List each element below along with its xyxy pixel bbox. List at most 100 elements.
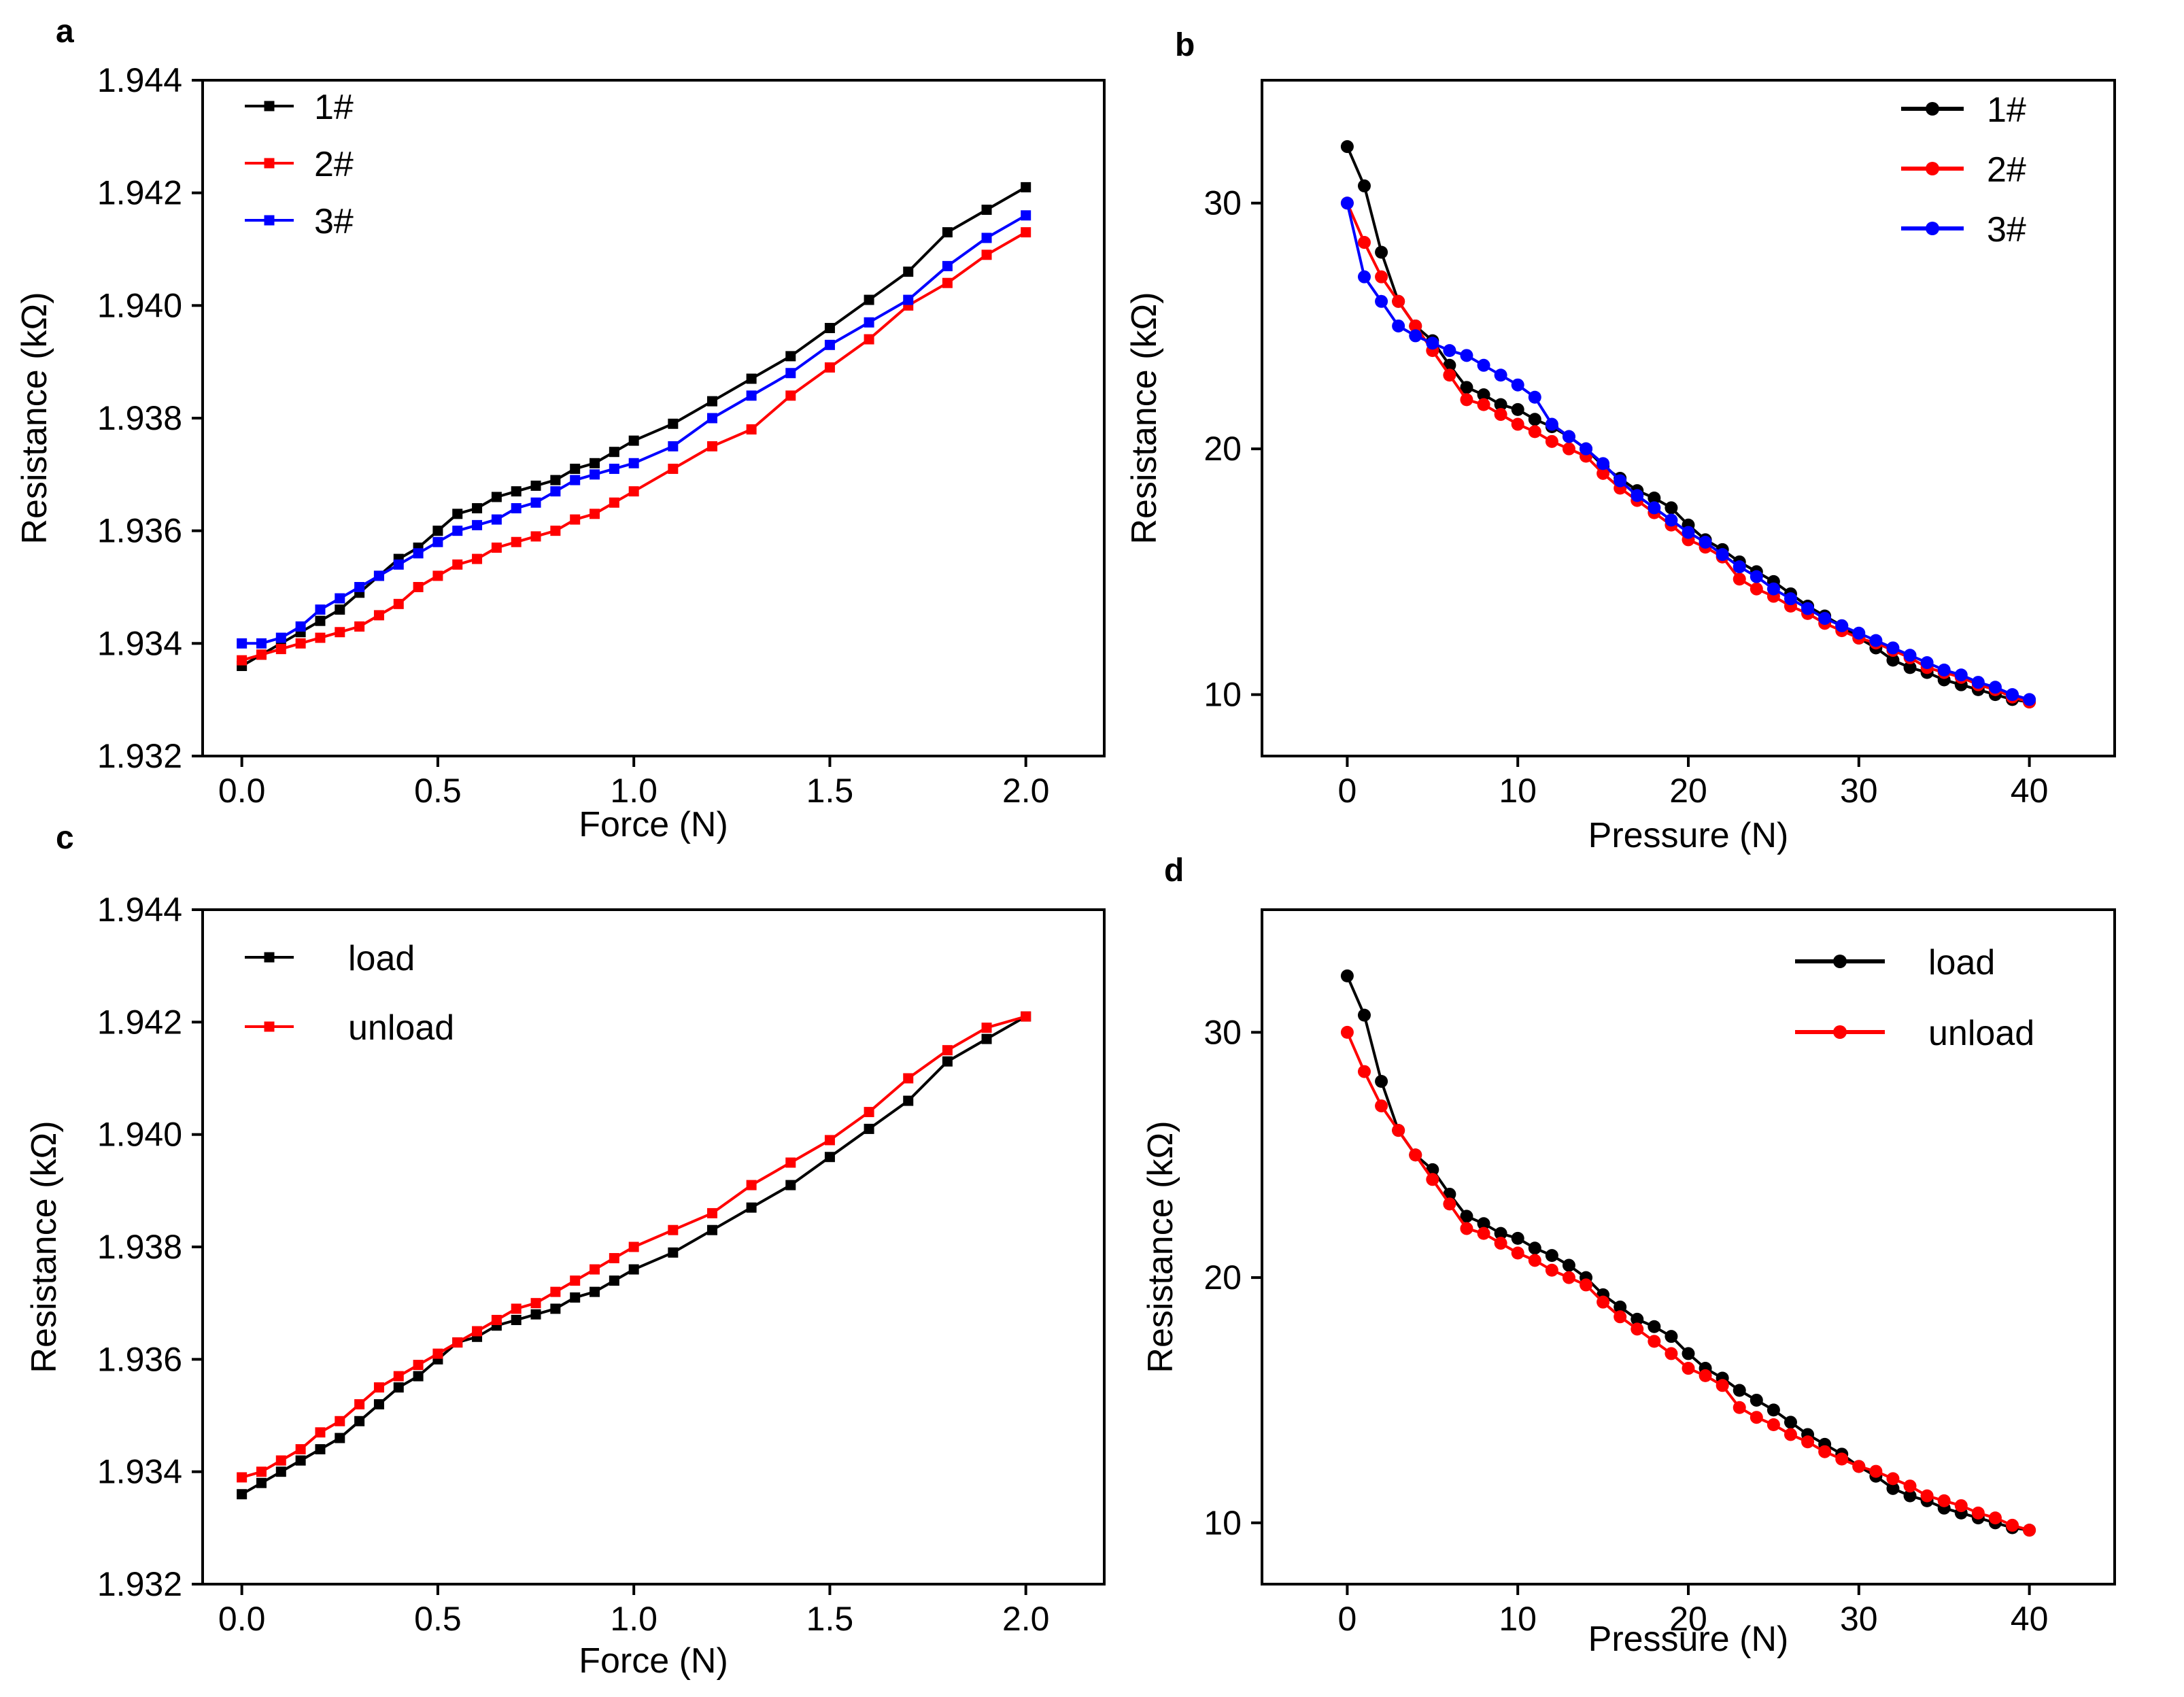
data-point: [570, 514, 581, 525]
x-tick-label: 40: [2011, 1600, 2049, 1638]
data-point: [413, 1371, 424, 1382]
data-point: [491, 492, 502, 502]
data-point: [1021, 182, 1031, 192]
data-point: [903, 1095, 914, 1106]
data-point: [1409, 319, 1422, 332]
data-point: [511, 536, 522, 547]
data-point: [785, 1157, 796, 1168]
data-point: [1682, 1362, 1695, 1375]
data-point: [609, 464, 619, 475]
data-point: [373, 1399, 384, 1409]
data-point: [2006, 1518, 2019, 1532]
data-point: [1665, 1347, 1678, 1360]
data-point: [942, 1045, 953, 1056]
legend-marker: [264, 158, 275, 169]
data-point: [1597, 457, 1610, 470]
data-point: [668, 418, 679, 429]
x-tick-label: 1.0: [610, 1600, 658, 1638]
data-point: [452, 509, 463, 519]
y-tick-label: 1.942: [97, 174, 182, 212]
data-point: [785, 390, 796, 401]
data-point: [1528, 413, 1541, 426]
data-point: [472, 503, 483, 514]
data-point: [354, 1416, 365, 1426]
data-point: [1511, 1246, 1524, 1260]
data-point: [432, 536, 443, 547]
data-point: [354, 582, 365, 592]
data-point: [1818, 612, 1832, 625]
x-tick-label: 1.0: [610, 772, 658, 810]
data-point: [1597, 466, 1610, 480]
y-tick-label: 1.944: [97, 891, 182, 929]
x-tick-label: 20: [1669, 772, 1707, 810]
x-axis-title: Pressure (N): [1588, 816, 1789, 855]
x-tick-label: 10: [1499, 1600, 1537, 1638]
panel-a: a 0.0 0.5 1.0 1.5 2.0 1.932 1.934 1.936 1.938 1.94…: [15, 14, 1106, 844]
data-point: [237, 638, 248, 649]
series-3#: [1340, 196, 2036, 706]
data-point: [472, 519, 483, 530]
data-point: [373, 1382, 384, 1393]
data-point: [335, 604, 345, 615]
data-point: [1614, 1300, 1627, 1314]
data-point: [1682, 1347, 1695, 1360]
data-point: [1767, 1418, 1780, 1432]
x-tick-label: 40: [2011, 772, 2049, 810]
data-point: [335, 1433, 345, 1443]
data-point: [1631, 1312, 1644, 1326]
data-point: [668, 441, 679, 451]
y-tick-label: 1.932: [97, 1565, 182, 1603]
data-point: [2006, 688, 2019, 702]
data-point: [1511, 1231, 1524, 1245]
data-point: [491, 1314, 502, 1325]
data-point: [550, 486, 561, 497]
data-point: [1971, 1506, 1985, 1520]
series-line: [241, 214, 1027, 645]
data-point: [354, 621, 365, 632]
data-point: [511, 503, 522, 514]
series-2#: [237, 227, 1031, 666]
data-point: [1477, 1227, 1490, 1240]
y-tick-label: 1.944: [97, 61, 182, 99]
y-tick-label: 1.936: [97, 512, 182, 550]
data-point: [1494, 1237, 1507, 1250]
data-point: [1801, 602, 1815, 615]
data-point: [1511, 417, 1524, 431]
data-point: [393, 598, 404, 609]
data-point: [1988, 1511, 2002, 1525]
data-point: [275, 632, 286, 643]
x-tick-label: 2.0: [1002, 1600, 1050, 1638]
data-point: [472, 553, 483, 564]
data-point: [570, 1275, 581, 1286]
data-point: [1477, 398, 1490, 411]
data-point: [1750, 1393, 1763, 1407]
data-point: [373, 570, 384, 581]
y-axis-title: Resistance (kΩ): [1125, 292, 1164, 544]
data-point: [864, 294, 874, 305]
data-point: [609, 447, 619, 458]
data-point: [315, 1444, 326, 1455]
data-point: [335, 627, 345, 638]
data-point: [1460, 1210, 1473, 1223]
data-point: [432, 526, 443, 536]
data-point: [746, 424, 757, 435]
data-point: [1665, 513, 1678, 527]
series-unload: [237, 1011, 1031, 1483]
data-point: [530, 497, 541, 508]
data-point: [706, 396, 717, 407]
data-point: [1357, 270, 1371, 284]
data-point: [1426, 1173, 1439, 1186]
data-point: [609, 497, 619, 508]
panel-letter: a: [56, 14, 74, 50]
data-point: [1886, 1472, 1900, 1486]
data-point: [393, 1382, 404, 1393]
data-point: [1903, 1479, 1917, 1493]
data-point: [1733, 560, 1746, 574]
data-point: [785, 1180, 796, 1190]
data-point: [1954, 668, 1968, 682]
data-point: [1477, 358, 1490, 372]
data-point: [1937, 1494, 1951, 1507]
data-point: [1648, 501, 1661, 515]
data-point: [1699, 536, 1712, 549]
data-point: [530, 531, 541, 542]
